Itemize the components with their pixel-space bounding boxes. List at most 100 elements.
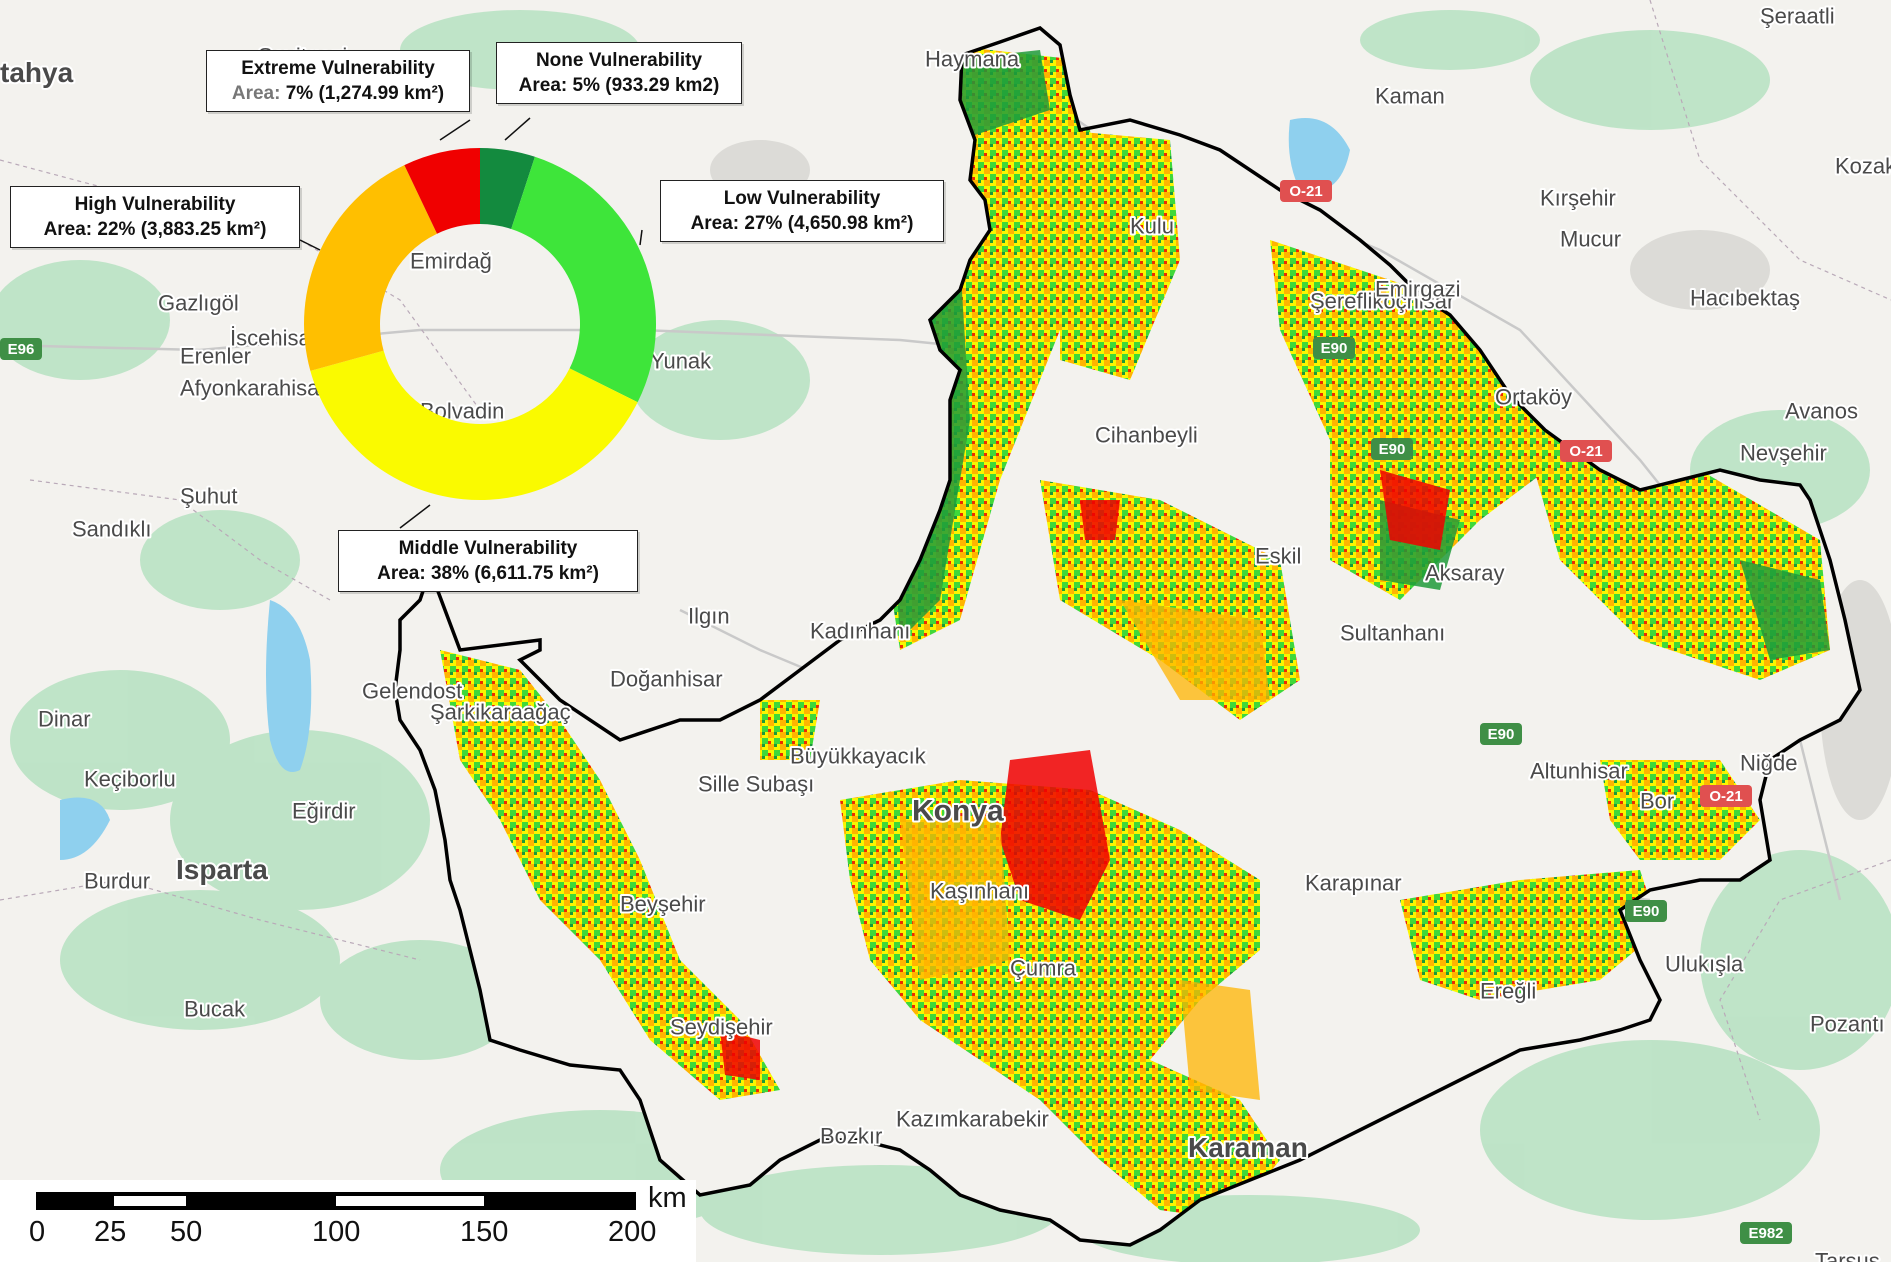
place-label: Doğanhisar <box>610 667 723 692</box>
svg-text:E982: E982 <box>1748 1225 1783 1242</box>
place-label: Eskil <box>1255 544 1301 569</box>
callout-extreme-area-value: 7% (1,274.99 km²) <box>285 83 445 104</box>
callout-high: High Vulnerability Area: 22% (3,883.25 k… <box>10 186 300 248</box>
scale-tick-50: 50 <box>170 1216 203 1248</box>
callout-extreme-area: Area: 7% (1,274.99 km²) <box>217 81 459 106</box>
svg-text:O-21: O-21 <box>1289 183 1322 200</box>
place-label: Hacıbektaş <box>1690 286 1800 311</box>
place-label: Bozkır <box>820 1124 882 1149</box>
donut-slice-high <box>303 165 438 371</box>
place-label: Seydişehir <box>670 1015 773 1040</box>
callout-none-area-value: 5% (933.29 km2) <box>572 75 720 96</box>
callout-middle-area: Area: 38% (6,611.75 km²) <box>349 561 627 586</box>
place-label: Karapınar <box>1305 871 1402 896</box>
place-label: Şuhut <box>180 484 238 509</box>
place-label: Mucur <box>1560 227 1621 252</box>
callout-extreme: Extreme Vulnerability Area: 7% (1,274.99… <box>206 50 470 112</box>
svg-text:E96: E96 <box>8 341 35 358</box>
callout-middle-title: Middle Vulnerability <box>398 538 578 559</box>
road-shield: E90 <box>1480 723 1522 745</box>
place-label: Emirdağ <box>410 249 492 274</box>
place-label: Erenler <box>180 344 251 369</box>
place-label: Tarsus <box>1815 1249 1880 1262</box>
callout-extreme-title: Extreme Vulnerability <box>241 58 435 79</box>
place-label: Bor <box>1640 789 1674 814</box>
donut-slice-extreme <box>404 148 480 234</box>
place-label: Afyonkarahisar <box>180 376 327 401</box>
svg-text:E90: E90 <box>1488 726 1515 743</box>
place-label: Şarkikaraağaç <box>430 700 571 725</box>
scale-tick-150: 150 <box>460 1216 509 1248</box>
road-shield: E90 <box>1625 900 1667 922</box>
scale-tick-200: 200 <box>608 1216 657 1248</box>
place-label: Gelendost <box>362 679 462 704</box>
place-label: Kaşınhanı <box>930 879 1029 904</box>
place-label: Kozaklı <box>1835 154 1891 179</box>
place-label: Isparta <box>176 854 268 885</box>
place-label: Bucak <box>184 997 246 1022</box>
scale-bar-graphic <box>36 1192 636 1210</box>
place-label: Ereğli <box>1480 979 1536 1004</box>
road-shield: O-21 <box>1700 785 1752 807</box>
place-label: Nevşehir <box>1740 441 1827 466</box>
road-shield: E982 <box>1740 1222 1792 1244</box>
svg-text:E90: E90 <box>1321 340 1348 357</box>
scale-unit: km <box>648 1182 687 1214</box>
callout-high-title: High Vulnerability <box>74 194 236 215</box>
place-label: Kaman <box>1375 84 1445 109</box>
callout-low: Low Vulnerability Area: 27% (4,650.98 km… <box>660 180 944 242</box>
place-label: Şeraatli <box>1760 4 1835 29</box>
road-shields-layer: O-21 O-21 O-21 E90 E90 E90 E90 E96 E982 <box>0 180 1792 1244</box>
svg-text:O-21: O-21 <box>1569 443 1602 460</box>
place-label: Kulu <box>1130 214 1174 239</box>
svg-text:E90: E90 <box>1633 903 1660 920</box>
callout-extreme-area-label: Area: <box>231 83 281 104</box>
place-label: Şereflikoçhisar <box>1310 289 1454 314</box>
place-label: Kazımkarabekir <box>896 1107 1049 1132</box>
place-label: Karaman <box>1188 1132 1308 1163</box>
place-label: Altunhisar <box>1530 759 1628 784</box>
callout-low-area: Area: 27% (4,650.98 km²) <box>671 211 933 236</box>
place-label: Pozantı <box>1810 1012 1885 1037</box>
vulnerability-donut-chart <box>303 148 656 500</box>
place-label: Ortaköy <box>1495 385 1572 410</box>
scale-bar-segment-100-150 <box>336 1196 484 1206</box>
callout-high-area-label: Area: <box>43 219 93 240</box>
place-label: Kadınhanı <box>810 619 910 644</box>
callout-middle: Middle Vulnerability Area: 38% (6,611.75… <box>338 530 638 592</box>
admin-borders <box>0 0 1891 1121</box>
scale-bar-segment-25-50 <box>114 1196 186 1206</box>
callout-leaders <box>299 117 643 529</box>
place-label: Çumra <box>1010 956 1077 981</box>
scale-bar <box>0 1180 696 1262</box>
place-label: Büyükkayacık <box>790 744 927 769</box>
place-label: Burdur <box>84 869 150 894</box>
callout-low-title: Low Vulnerability <box>723 188 881 209</box>
callout-low-area-label: Area: <box>690 213 740 234</box>
callout-high-area-value: 22% (3,883.25 km²) <box>97 219 267 240</box>
callout-none-area-label: Area: <box>518 75 568 96</box>
place-label: Niğde <box>1740 751 1797 776</box>
place-label: Emirgazi <box>1375 277 1461 302</box>
place-label: Konya <box>912 795 1004 828</box>
callout-none-area: Area: 5% (933.29 km2) <box>507 73 731 98</box>
place-label: Sandıklı <box>72 517 152 542</box>
callout-low-area-value: 27% (4,650.98 km²) <box>744 213 914 234</box>
road-shield: O-21 <box>1280 180 1332 202</box>
callout-high-area: Area: 22% (3,883.25 km²) <box>21 217 289 242</box>
place-label: Sultanhanı <box>1340 621 1445 646</box>
road-shield: E90 <box>1313 337 1355 359</box>
road-shield: E96 <box>0 338 42 360</box>
callout-none-title: None Vulnerability <box>535 50 703 71</box>
place-label: Beyşehir <box>620 892 706 917</box>
svg-text:O-21: O-21 <box>1709 788 1742 805</box>
place-label: Gazlıgöl <box>158 291 239 316</box>
road-shield: O-21 <box>1560 440 1612 462</box>
donut-slice-none <box>480 148 535 229</box>
donut-slice-low <box>511 156 656 403</box>
place-label: Avanos <box>1785 399 1858 424</box>
place-label: Yunak <box>650 349 712 374</box>
callout-none: None Vulnerability Area: 5% (933.29 km2) <box>496 42 742 104</box>
place-label: tahya <box>0 57 74 88</box>
scale-tick-0: 0 <box>29 1216 46 1248</box>
